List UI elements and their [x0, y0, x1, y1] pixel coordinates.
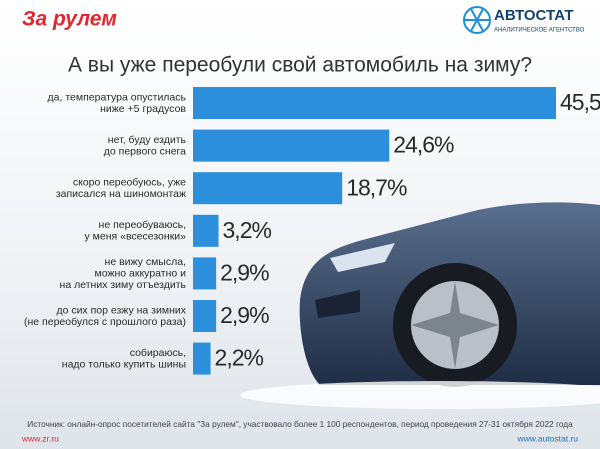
bar [193, 257, 217, 290]
value-label: 2,2% [215, 345, 264, 371]
logo-right: АВТОСТАТ [494, 7, 573, 24]
footer-right: www.autostat.ru [517, 433, 579, 443]
category-label: не вижу смысла, можно аккуратно и на летни… [60, 256, 187, 291]
bar [193, 172, 343, 205]
source: Источник: онлайн-опрос посетителей сайта… [27, 419, 573, 429]
logo-right-icon [463, 6, 491, 34]
value-label: 2,9% [220, 259, 269, 285]
footer-left: www.zr.ru [21, 433, 59, 443]
category-label: до сих пор езжу на зимних (не переобулся … [24, 304, 187, 328]
bar [193, 214, 219, 247]
category-label: да, температура опустилась ниже +5 градус… [48, 91, 187, 115]
bar [193, 342, 211, 375]
value-label: 24,6% [393, 132, 454, 158]
value-label: 3,2% [223, 217, 272, 243]
value-label: 18,7% [346, 174, 407, 200]
bar [193, 300, 217, 332]
bar [193, 129, 390, 162]
category-label: нет, буду ездить до первого снега [104, 134, 187, 158]
car-illustration [240, 202, 600, 409]
category-label: собираюсь, надо только купить шины [62, 347, 186, 371]
value-label: 45,5% [560, 89, 600, 115]
logo-right-subtitle: АНАЛИТИЧЕСКОЕ АГЕНТСТВО [494, 28, 585, 34]
category-label: не переобуваюсь, у меня «всесезонки» [84, 219, 186, 243]
logo-left: За рулем [22, 8, 117, 31]
value-label: 2,9% [220, 302, 269, 328]
bar [193, 87, 556, 119]
category-label: скоро переобуюсь, уже записался на шиномо… [56, 176, 186, 200]
chart-title: А вы уже переобули свой автомобиль на зи… [68, 54, 532, 77]
